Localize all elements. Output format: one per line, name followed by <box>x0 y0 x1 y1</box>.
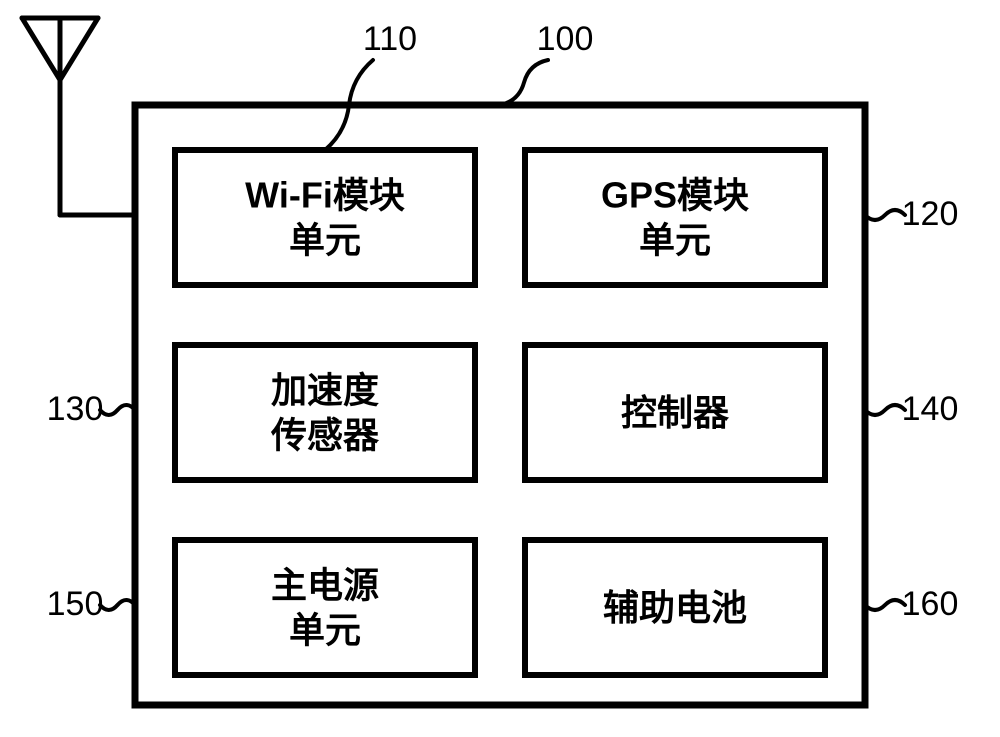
reference-110: 110 <box>325 20 417 150</box>
block-aux: 辅助电池 <box>525 540 825 675</box>
block-accel: 加速度传感器 <box>175 345 475 480</box>
reference-100-label: 100 <box>537 20 594 58</box>
reference-130-label: 130 <box>47 390 104 428</box>
block-power-label: 主电源 <box>271 565 379 606</box>
reference-150: 150 <box>47 585 135 623</box>
reference-140-label: 140 <box>902 390 959 428</box>
block-power-label: 单元 <box>289 610 361 651</box>
block-wifi: Wi-Fi模块单元 <box>175 150 475 285</box>
reference-160: 160 <box>865 585 958 623</box>
block-diagram: Wi-Fi模块单元GPS模块单元加速度传感器控制器主电源单元辅助电池100110… <box>0 0 1000 737</box>
block-power: 主电源单元 <box>175 540 475 675</box>
reference-110-label: 110 <box>363 20 417 58</box>
block-gps: GPS模块单元 <box>525 150 825 285</box>
reference-160-label: 160 <box>902 585 959 623</box>
block-ctrl: 控制器 <box>525 345 825 480</box>
block-ctrl-label: 控制器 <box>621 392 730 433</box>
reference-120-label: 120 <box>902 195 959 233</box>
block-accel-label: 加速度 <box>271 370 379 411</box>
block-wifi-label: Wi-Fi模块 <box>245 175 405 216</box>
reference-150-label: 150 <box>47 585 104 623</box>
reference-100: 100 <box>500 20 593 105</box>
antenna-icon <box>22 18 135 215</box>
block-gps-label: 单元 <box>639 220 711 261</box>
block-gps-label: GPS模块 <box>601 175 749 216</box>
block-aux-label: 辅助电池 <box>603 587 747 628</box>
reference-140: 140 <box>865 390 958 428</box>
block-accel-label: 传感器 <box>270 415 380 456</box>
block-wifi-label: 单元 <box>289 220 361 261</box>
reference-130: 130 <box>47 390 135 428</box>
reference-120: 120 <box>865 195 958 233</box>
